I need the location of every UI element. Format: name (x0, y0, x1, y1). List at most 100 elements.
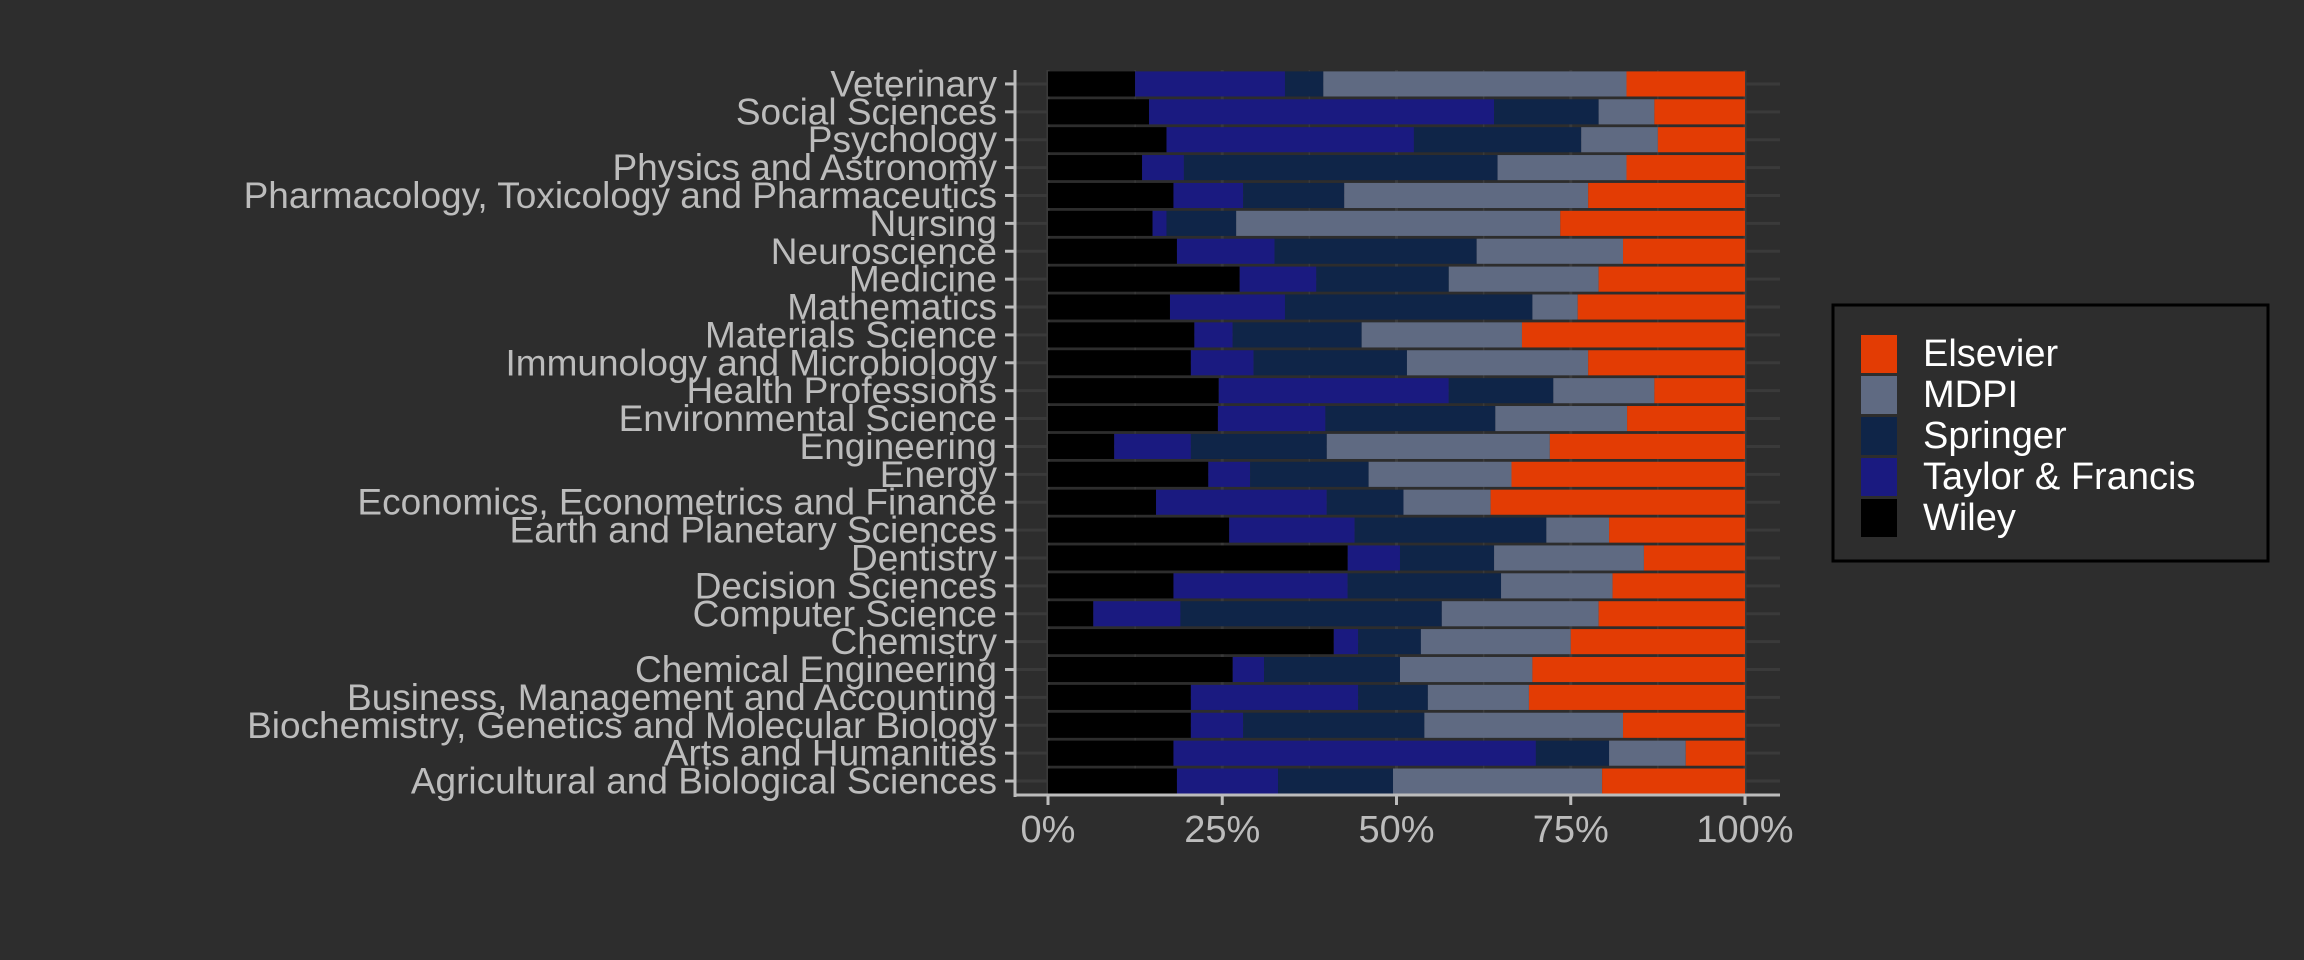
y-tick-label-health-professions: Health Professions (686, 370, 997, 411)
bar-mdpi-veterinary (1323, 71, 1627, 97)
bar-mdpi-engineering (1326, 433, 1550, 459)
bar-mdpi-materials-science (1361, 322, 1522, 348)
bar-elsevier-computer-science (1598, 601, 1745, 627)
bar-elsevier-dentistry (1643, 545, 1745, 571)
bar-elsevier-veterinary (1626, 71, 1745, 97)
bar-elsevier-business-management-and-accounting (1528, 684, 1745, 710)
bar-taylor-francis-chemical-engineering (1232, 656, 1265, 683)
bar-mdpi-health-professions (1553, 378, 1655, 404)
y-tick-label-agricultural-and-biological-sciences: Agricultural and Biological Sciences (411, 761, 997, 802)
bar-springer-arts-and-humanities (1535, 740, 1610, 766)
bar-springer-earth-and-planetary-sciences (1354, 517, 1547, 543)
y-tick-label-nursing: Nursing (870, 203, 998, 244)
bar-elsevier-psychology (1657, 127, 1745, 153)
bar-mdpi-pharmacology-toxicology-and-pharmaceutics (1344, 182, 1589, 209)
bar-taylor-francis-energy (1208, 461, 1251, 487)
y-tick-label-medicine: Medicine (849, 259, 997, 300)
bar-taylor-francis-immunology-and-microbiology (1190, 350, 1254, 376)
bar-mdpi-chemical-engineering (1399, 656, 1533, 683)
bar-mdpi-decision-sciences (1501, 573, 1613, 599)
bar-taylor-francis-dentistry (1347, 545, 1400, 571)
legend-key-wiley (1861, 499, 1897, 537)
bar-taylor-francis-business-management-and-accounting (1190, 684, 1359, 710)
legend-key-elsevier (1861, 335, 1897, 373)
bar-wiley-nursing (1048, 210, 1153, 236)
bar-mdpi-mathematics (1532, 294, 1578, 320)
bar-taylor-francis-pharmacology-toxicology-and-pharmaceutics (1173, 182, 1244, 209)
bar-springer-chemical-engineering (1264, 656, 1400, 683)
x-tick-label-3: 75% (1533, 809, 1609, 851)
bar-mdpi-biochemistry-genetics-and-molecular-biology (1424, 712, 1624, 738)
bar-springer-materials-science (1232, 322, 1362, 348)
bar-taylor-francis-earth-and-planetary-sciences (1229, 517, 1355, 543)
bar-elsevier-nursing (1560, 210, 1745, 236)
x-tick-label-1: 25% (1184, 809, 1260, 851)
bar-wiley-engineering (1048, 433, 1115, 459)
bar-taylor-francis-chemistry (1333, 629, 1359, 655)
bar-springer-environmental-science (1325, 406, 1496, 432)
y-tick-label-arts-and-humanities: Arts and Humanities (664, 733, 997, 774)
bar-elsevier-health-professions (1654, 378, 1745, 404)
bar-springer-pharmacology-toxicology-and-pharmaceutics (1243, 182, 1345, 209)
y-tick-label-mathematics: Mathematics (787, 287, 997, 328)
y-tick-label-biochemistry-genetics-and-molecular-biology: Biochemistry, Genetics and Molecular Bio… (247, 705, 997, 746)
bar-mdpi-immunology-and-microbiology (1406, 350, 1589, 376)
bar-wiley-social-sciences (1048, 99, 1150, 125)
bar-taylor-francis-economics-econometrics-and-finance (1156, 489, 1327, 515)
legend-key-taylor-francis (1861, 458, 1897, 496)
axes (1005, 70, 1780, 805)
bar-springer-veterinary (1284, 71, 1324, 97)
bar-wiley-agricultural-and-biological-sciences (1048, 768, 1177, 794)
y-tick-label-chemistry: Chemistry (830, 621, 997, 662)
y-tick-label-business-management-and-accounting: Business, Management and Accounting (347, 677, 997, 718)
bar-mdpi-medicine (1448, 266, 1599, 292)
y-tick-label-earth-and-planetary-sciences: Earth and Planetary Sciences (510, 510, 997, 551)
bar-elsevier-physics-and-astronomy (1626, 155, 1745, 181)
bar-taylor-francis-neuroscience (1176, 238, 1275, 264)
y-tick-label-decision-sciences: Decision Sciences (695, 565, 997, 606)
bar-mdpi-social-sciences (1598, 99, 1655, 125)
bar-taylor-francis-environmental-science (1217, 406, 1326, 432)
bar-elsevier-decision-sciences (1612, 573, 1745, 599)
bar-wiley-chemical-engineering (1048, 656, 1233, 683)
bar-mdpi-computer-science (1441, 601, 1599, 627)
bar-taylor-francis-physics-and-astronomy (1142, 155, 1184, 181)
bar-wiley-decision-sciences (1048, 573, 1174, 599)
x-tick-label-0: 0% (1021, 809, 1076, 851)
bar-springer-physics-and-astronomy (1183, 155, 1498, 181)
bar-taylor-francis-psychology (1166, 127, 1414, 153)
bar-wiley-neuroscience (1048, 238, 1177, 264)
bar-taylor-francis-veterinary (1135, 71, 1285, 97)
bar-springer-nursing (1166, 210, 1237, 236)
bar-elsevier-earth-and-planetary-sciences (1609, 517, 1745, 543)
bar-springer-psychology (1413, 127, 1582, 153)
bar-taylor-francis-materials-science (1194, 322, 1233, 348)
bar-wiley-veterinary (1048, 71, 1136, 97)
bar-springer-dentistry (1399, 545, 1495, 571)
bar-elsevier-energy (1511, 461, 1745, 487)
bar-springer-medicine (1316, 266, 1449, 292)
bar-springer-business-management-and-accounting (1358, 684, 1428, 710)
bar-springer-computer-science (1180, 601, 1442, 627)
legend-label-springer: Springer (1923, 415, 2067, 457)
x-axis-tick-labels: 0% 25% 50% 75% 100% (1021, 809, 1794, 851)
bar-elsevier-agricultural-and-biological-sciences (1602, 768, 1745, 794)
bar-mdpi-psychology (1581, 127, 1658, 153)
y-tick-label-energy: Energy (880, 454, 998, 495)
bar-elsevier-materials-science (1521, 322, 1745, 348)
bar-mdpi-arts-and-humanities (1609, 740, 1686, 766)
bar-mdpi-nursing (1236, 210, 1561, 236)
bar-elsevier-environmental-science (1627, 406, 1745, 432)
legend-label-mdpi: MDPI (1923, 374, 2018, 416)
bar-taylor-francis-health-professions (1218, 378, 1449, 404)
bar-wiley-energy (1048, 461, 1209, 487)
y-tick-label-computer-science: Computer Science (693, 593, 997, 634)
bar-elsevier-medicine (1598, 266, 1745, 292)
x-tick-label-2: 50% (1358, 809, 1434, 851)
bar-mdpi-neuroscience (1476, 238, 1624, 264)
bar-mdpi-dentistry (1494, 545, 1644, 571)
bar-wiley-business-management-and-accounting (1048, 684, 1191, 710)
bar-springer-health-professions (1448, 378, 1554, 404)
bar-taylor-francis-decision-sciences (1173, 573, 1348, 599)
